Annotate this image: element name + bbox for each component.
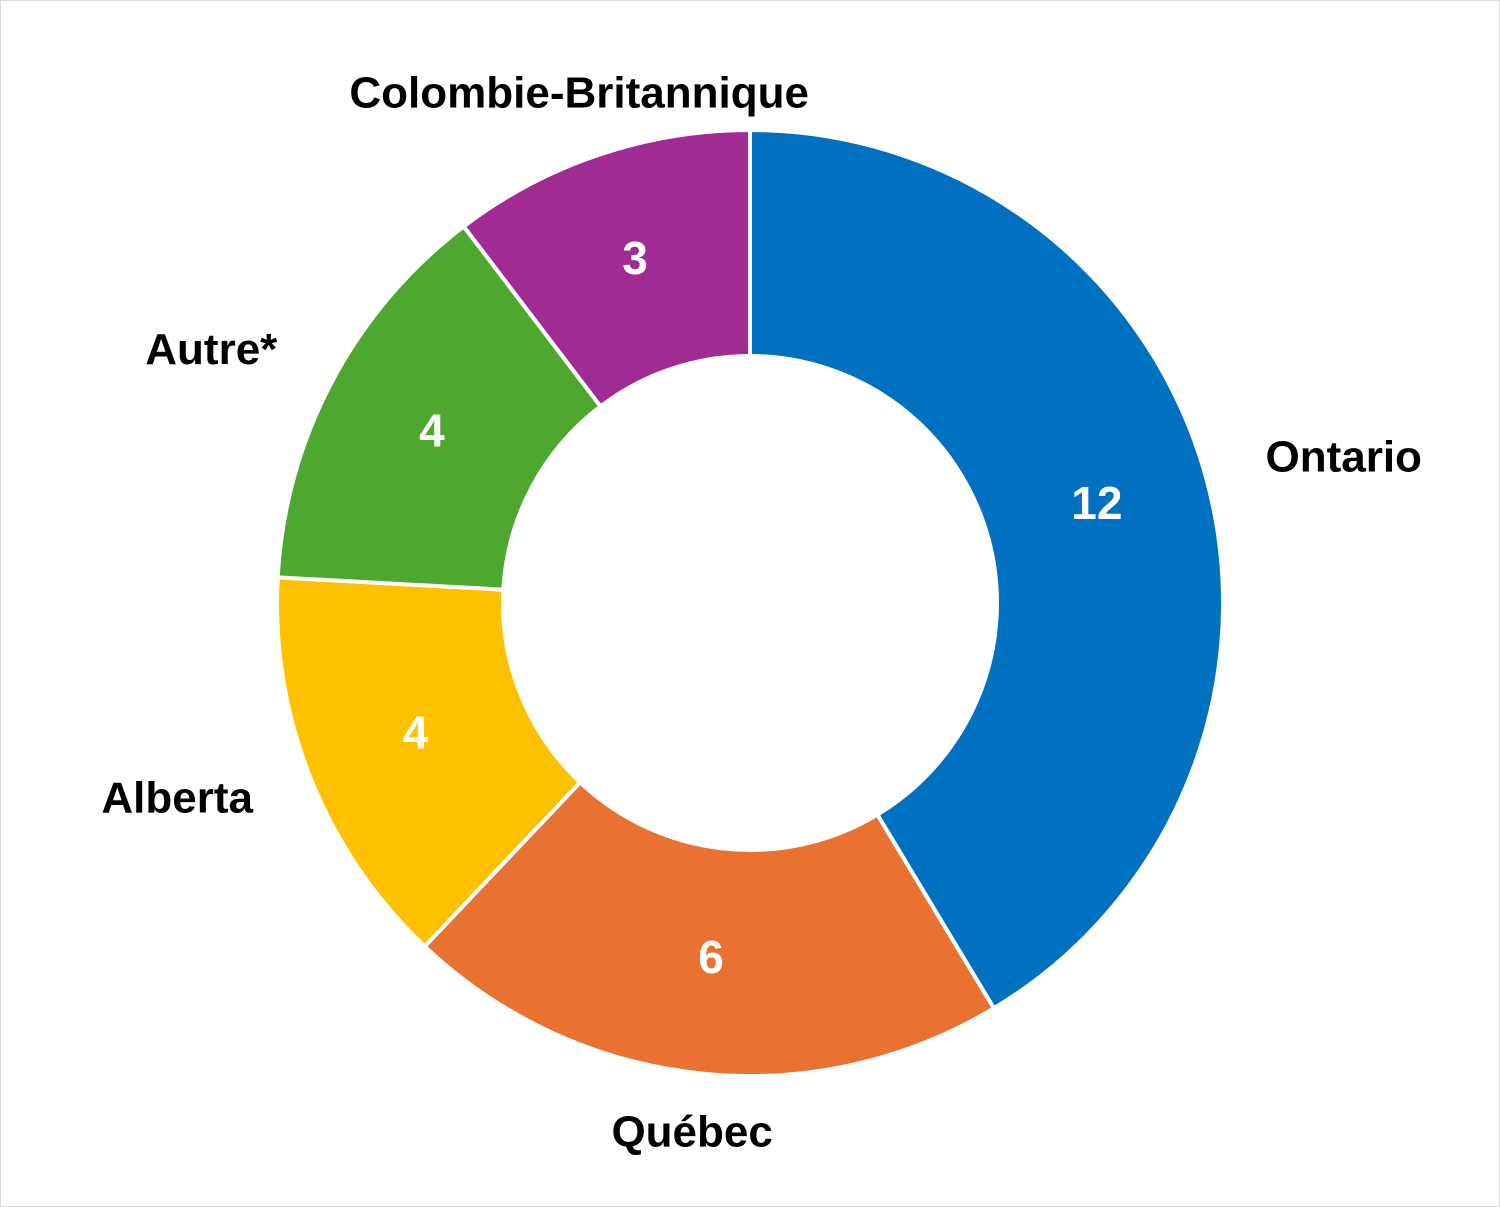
value-label: 3 xyxy=(622,232,648,284)
category-label: Colombie-Britannique xyxy=(349,69,809,118)
donut-slice xyxy=(460,127,752,410)
donut-slice xyxy=(748,127,1225,1012)
donut-slice xyxy=(421,779,997,1078)
value-label: 4 xyxy=(403,706,429,758)
category-label: Autre* xyxy=(145,325,278,374)
category-label: Québec xyxy=(611,1107,772,1156)
value-label: 6 xyxy=(698,931,724,983)
donut-slice xyxy=(275,575,583,950)
category-label: Alberta xyxy=(101,774,253,823)
category-label: Ontario xyxy=(1265,432,1421,481)
value-label: 12 xyxy=(1071,477,1122,529)
value-label: 4 xyxy=(419,405,445,457)
donut-slice xyxy=(275,223,604,592)
